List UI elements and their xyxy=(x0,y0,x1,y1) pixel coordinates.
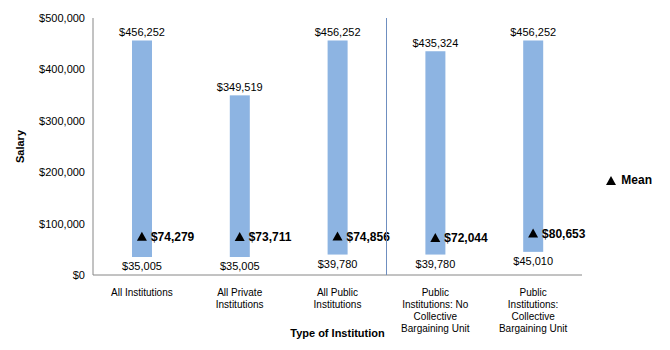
svg-text:PublicInstitutions: NoCollecti: PublicInstitutions: NoCollectiveBargaini… xyxy=(401,287,470,334)
svg-text:$39,780: $39,780 xyxy=(318,258,358,270)
svg-text:$456,252: $456,252 xyxy=(119,26,165,38)
svg-text:$500,000: $500,000 xyxy=(39,12,85,24)
svg-text:$39,780: $39,780 xyxy=(416,258,456,270)
svg-text:$100,000: $100,000 xyxy=(39,218,85,230)
svg-text:$74,279: $74,279 xyxy=(151,230,195,244)
svg-text:$80,653: $80,653 xyxy=(542,227,586,241)
svg-text:$435,324: $435,324 xyxy=(412,37,458,49)
svg-text:All PrivateInstitutions: All PrivateInstitutions xyxy=(216,287,264,310)
svg-text:$74,856: $74,856 xyxy=(347,230,391,244)
svg-text:$0: $0 xyxy=(73,269,85,281)
svg-text:$72,044: $72,044 xyxy=(444,231,488,245)
svg-text:PublicInstitutions:CollectiveB: PublicInstitutions:CollectiveBargaining … xyxy=(499,287,568,334)
svg-text:Salary: Salary xyxy=(14,129,26,163)
html-text:Mean: Mean xyxy=(621,173,652,187)
svg-text:$45,010: $45,010 xyxy=(513,255,553,267)
svg-text:Type of Institution: Type of Institution xyxy=(290,327,385,339)
svg-text:All PublicInstitutions: All PublicInstitutions xyxy=(314,287,362,310)
svg-text:All Institutions: All Institutions xyxy=(111,287,173,298)
svg-text:$73,711: $73,711 xyxy=(249,230,292,244)
svg-text:$200,000: $200,000 xyxy=(39,166,85,178)
svg-text:$35,005: $35,005 xyxy=(220,260,260,272)
svg-text:$400,000: $400,000 xyxy=(39,63,85,75)
svg-text:$35,005: $35,005 xyxy=(122,260,162,272)
svg-text:$456,252: $456,252 xyxy=(510,26,556,38)
svg-text:$300,000: $300,000 xyxy=(39,115,85,127)
svg-text:$349,519: $349,519 xyxy=(217,81,263,93)
svg-text:$456,252: $456,252 xyxy=(315,26,361,38)
